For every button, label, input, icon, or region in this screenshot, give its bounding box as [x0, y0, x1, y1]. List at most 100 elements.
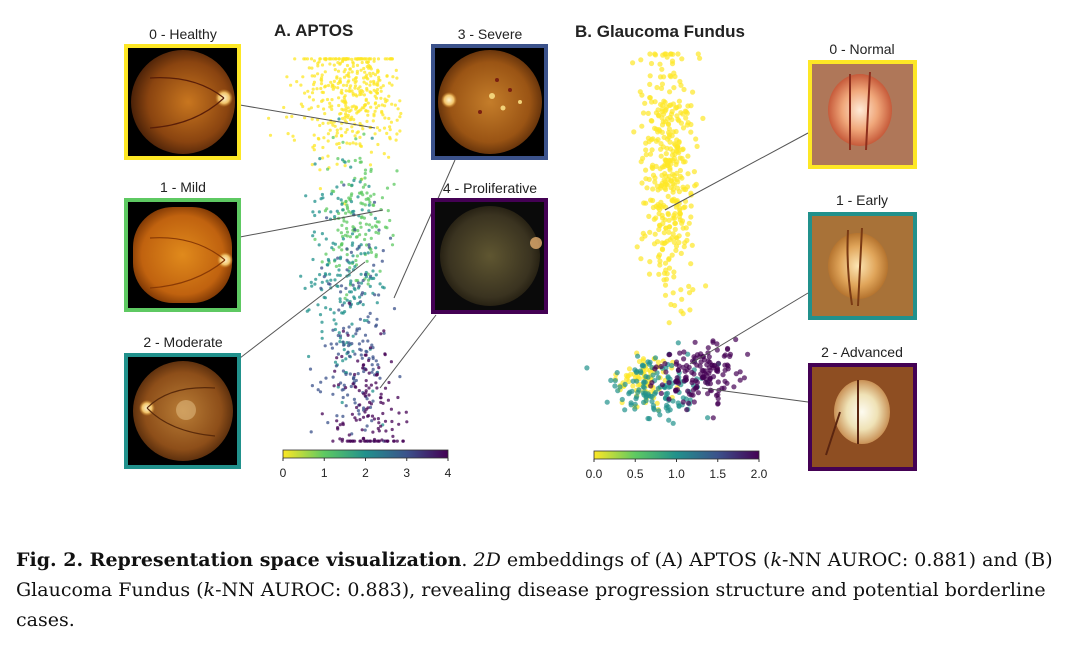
- leader-line-proliferative: [379, 314, 437, 389]
- scatter-point-class-0: [685, 120, 691, 126]
- scatter-point-class-4: [385, 439, 389, 443]
- scatter-point-class-0: [376, 57, 381, 61]
- glaucoma-leader-lines: [664, 132, 809, 403]
- scatter-point-class-0: [382, 126, 387, 130]
- scatter-point-class-1: [326, 167, 330, 171]
- scatter-point-class-0: [686, 290, 693, 296]
- scatter-point-class-0: [316, 61, 320, 66]
- scatter-point-class-2: [329, 192, 334, 196]
- scatter-point-class-0: [345, 57, 349, 61]
- scatter-point-class-0: [346, 80, 350, 84]
- scatter-point-class-0: [307, 66, 311, 70]
- scatter-point-class-0: [318, 187, 322, 191]
- scatter-point-class-3: [360, 356, 364, 360]
- scatter-point-class-0: [343, 164, 347, 168]
- scatter-point-class-0: [388, 125, 392, 129]
- scatter-point-class-0: [332, 63, 336, 67]
- scatter-point-class-2: [319, 197, 323, 201]
- scatter-point-class-0: [361, 127, 365, 131]
- scatter-point-class-0: [387, 116, 391, 121]
- scatter-point-class-0: [652, 51, 658, 57]
- scatter-point-class-4: [364, 384, 368, 388]
- panel-b-title: B. Glaucoma Fundus: [575, 22, 745, 41]
- scatter-point-class-0: [387, 155, 391, 159]
- scatter-point-class-2: [374, 246, 378, 250]
- scatter-point-class-0: [323, 112, 327, 116]
- scatter-point-class-0: [676, 239, 682, 246]
- scatter-point-class-1: [653, 389, 659, 395]
- scatter-point-class-3: [322, 275, 326, 279]
- scatter-point-class-0: [681, 205, 687, 211]
- scatter-point-class-0: [661, 98, 667, 104]
- scatter-point-class-0: [640, 356, 647, 362]
- scatter-point-class-0: [678, 250, 684, 256]
- scatter-point-class-0: [358, 121, 362, 126]
- scatter-point-class-0: [378, 78, 382, 82]
- scatter-point-class-0: [650, 197, 656, 204]
- scatter-point-class-4: [405, 420, 409, 424]
- scatter-point-class-3: [352, 397, 356, 401]
- scatter-point-class-2: [685, 400, 692, 406]
- scatter-point-class-2: [681, 349, 687, 355]
- scatter-point-class-0: [626, 366, 633, 372]
- scatter-point-class-0: [375, 126, 379, 130]
- scatter-point-class-2: [691, 354, 697, 360]
- scatter-point-class-1: [347, 210, 351, 214]
- caption-part-2: embeddings of (A) APTOS (: [500, 549, 771, 571]
- scatter-point-class-3: [345, 247, 349, 251]
- scatter-point-class-0: [306, 89, 310, 93]
- scatter-point-class-2: [715, 392, 721, 398]
- scatter-point-class-0: [354, 76, 358, 80]
- scatter-point-class-1: [375, 220, 379, 224]
- scatter-point-class-2: [320, 330, 324, 334]
- colorbar-tick-label: 4: [445, 466, 452, 480]
- scatter-point-class-1: [339, 231, 343, 235]
- scatter-point-class-0: [662, 217, 668, 223]
- scatter-point-class-2: [342, 348, 346, 352]
- scatter-point-class-0: [382, 152, 386, 156]
- scatter-point-class-0: [631, 129, 637, 135]
- scatter-point-class-0: [332, 79, 336, 83]
- glaucoma-scatter-points: [584, 51, 751, 426]
- scatter-point-class-0: [685, 171, 691, 177]
- scatter-point-class-0: [291, 134, 295, 138]
- scatter-point-class-1: [650, 372, 656, 378]
- scatter-point-class-3: [330, 346, 334, 350]
- scatter-point-class-0: [367, 57, 371, 61]
- scatter-point-class-0: [330, 107, 334, 111]
- scatter-point-class-1: [638, 370, 644, 376]
- scatter-point-class-4: [358, 418, 362, 422]
- scatter-point-class-3: [388, 236, 393, 240]
- scatter-point-class-1: [345, 205, 349, 209]
- scatter-point-class-4: [377, 439, 381, 443]
- figure-caption: Fig. 2. Representation space visualizati…: [16, 545, 1056, 635]
- scatter-point-class-1: [648, 393, 654, 399]
- scatter-point-class-2: [337, 331, 341, 335]
- scatter-point-class-2: [666, 396, 672, 402]
- scatter-point-class-0: [646, 213, 652, 219]
- scatter-point-class-0: [375, 83, 379, 87]
- scatter-point-class-0: [305, 57, 310, 61]
- scatter-point-class-2: [337, 268, 341, 272]
- scatter-point-class-4: [377, 429, 381, 433]
- scatter-point-class-0: [337, 57, 341, 61]
- scatter-point-class-4: [376, 426, 380, 431]
- scatter-point-class-0: [344, 89, 348, 93]
- scatter-point-class-3: [369, 274, 373, 278]
- scatter-point-class-0: [673, 161, 679, 168]
- scatter-point-class-4: [361, 366, 365, 370]
- scatter-point-class-0: [312, 82, 316, 87]
- scatter-point-class-2: [339, 255, 343, 259]
- scatter-point-class-3: [345, 258, 349, 262]
- scatter-point-class-0: [355, 131, 359, 135]
- scatter-point-class-0: [671, 85, 677, 91]
- caption-lead: Fig. 2. Representation space visualizati…: [16, 549, 462, 571]
- scatter-point-class-0: [345, 128, 349, 132]
- scatter-point-class-0: [678, 287, 684, 293]
- scatter-point-class-0: [335, 128, 339, 132]
- scatter-point-class-2: [715, 379, 721, 385]
- leader-line-severe: [393, 159, 456, 299]
- scatter-point-class-0: [331, 57, 335, 61]
- scatter-point-class-0: [393, 103, 397, 107]
- scatter-point-class-2: [690, 392, 696, 398]
